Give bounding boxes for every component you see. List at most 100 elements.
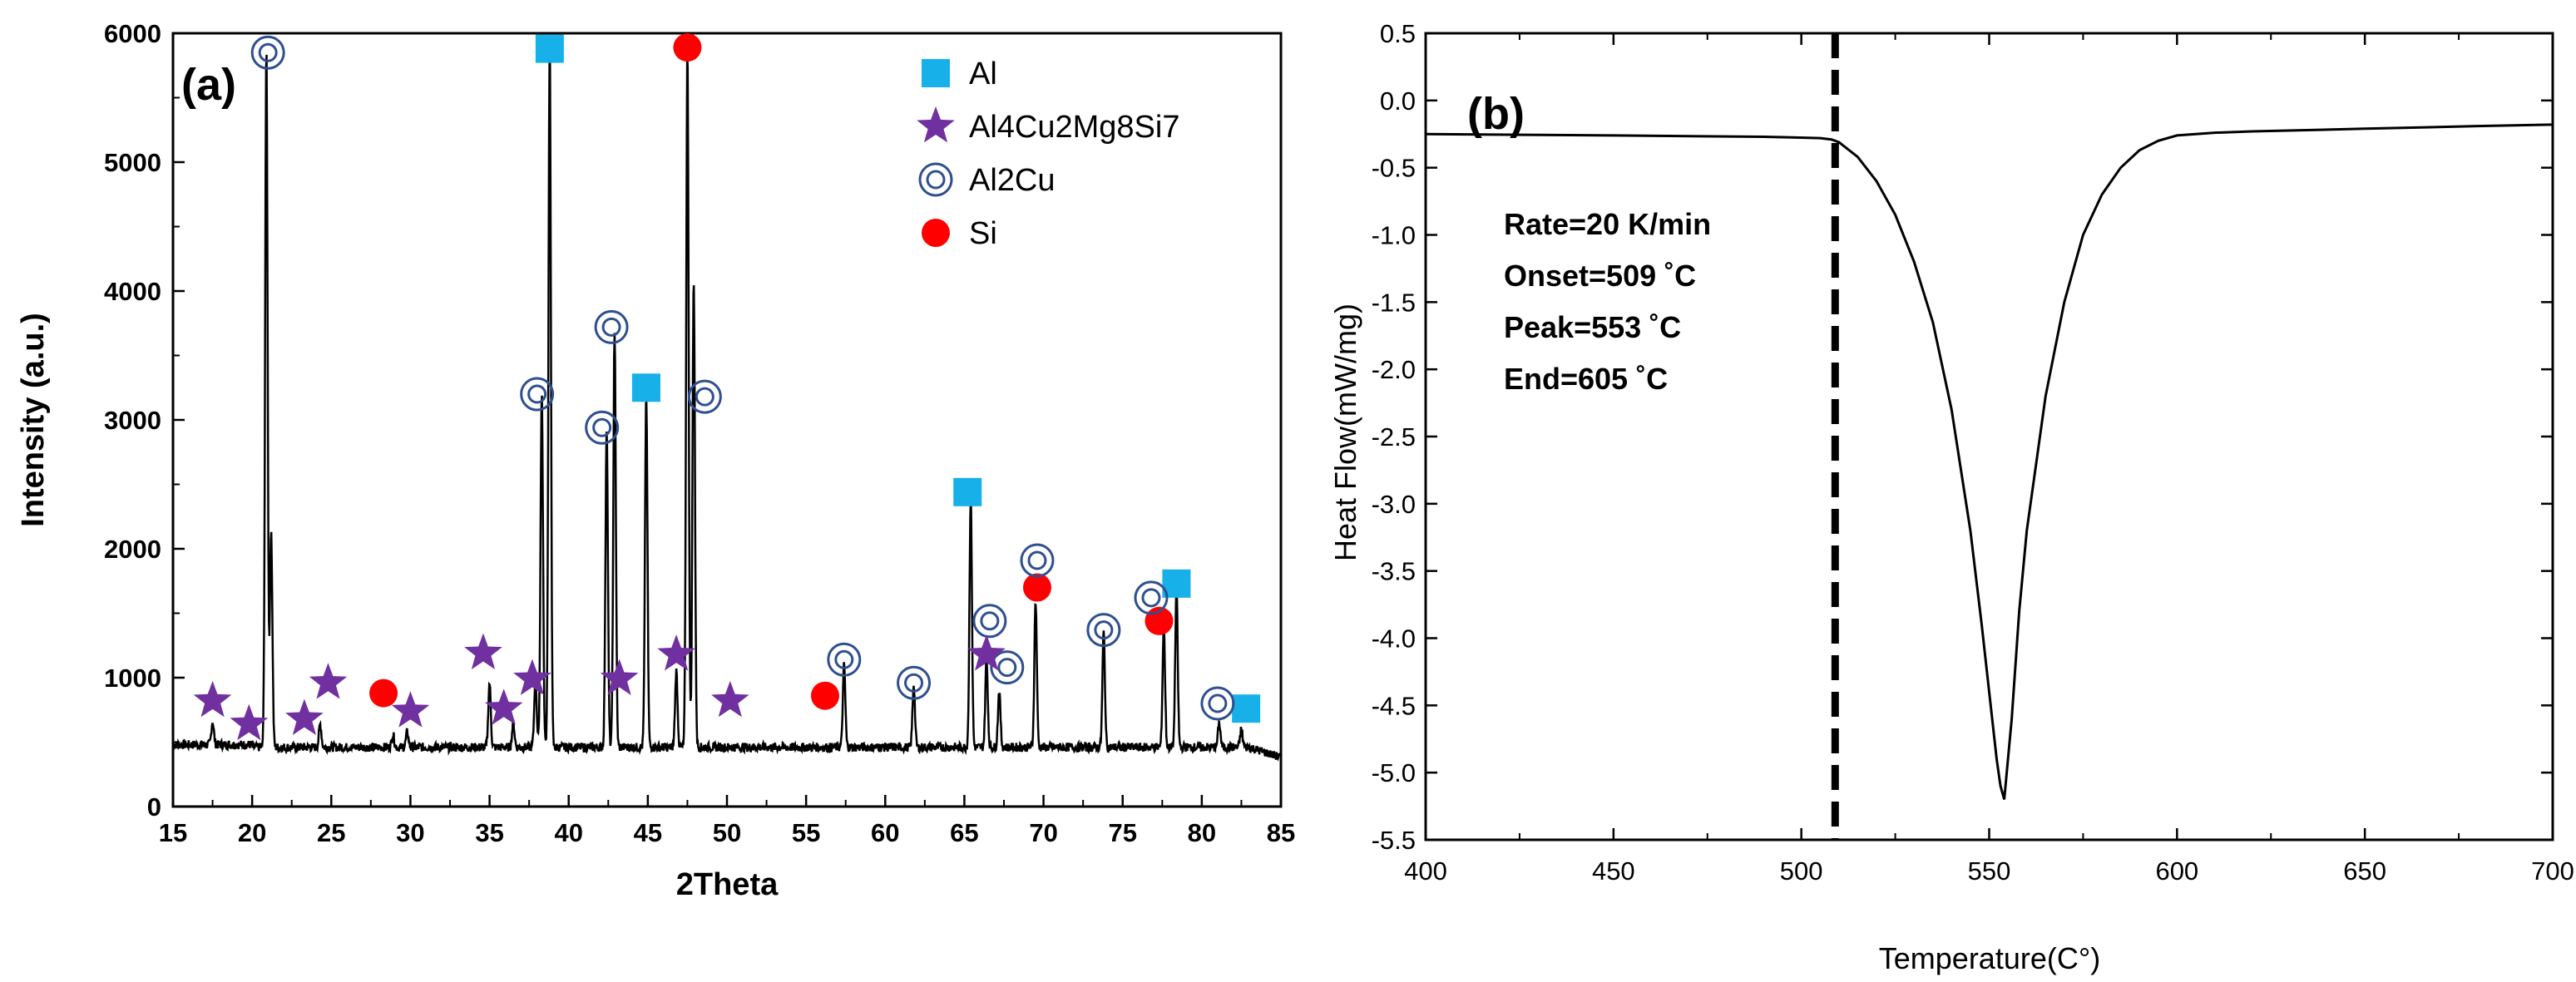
x-axis-a: 15 20 25 30 35 40 45 50 55 60 65 70 75 80 85: [159, 795, 1295, 847]
y-tick-label-b: 0.0: [1380, 86, 1416, 116]
al-marker: [1232, 694, 1261, 723]
al2cu-marker: [827, 642, 862, 677]
x-tick-label-b: 550: [1968, 856, 2011, 886]
al-marker: [922, 59, 950, 87]
al2cu-marker: [594, 309, 629, 344]
al4cu2mg8si7-marker: [391, 691, 430, 728]
y-tick-label-a: 6000: [104, 19, 161, 48]
heat-flow-line: [1425, 123, 2554, 800]
y-tick-label-b: -0.5: [1372, 154, 1416, 183]
al4cu2mg8si7-marker: [917, 106, 955, 143]
al4cu2mg8si7-marker: [230, 703, 269, 741]
plot-area-b: [1424, 32, 2554, 841]
y-tick-label-a: 1000: [104, 664, 161, 693]
dsc-annotation: Peak=553 ˚C: [1504, 310, 1681, 344]
x-tick-label-a: 80: [1188, 818, 1216, 847]
x-tick-label-a: 60: [871, 818, 899, 847]
al2cu-marker: [990, 650, 1025, 685]
legend-label-a: Al2Cu: [969, 163, 1056, 198]
y-tick-label-b: -4.5: [1372, 691, 1416, 720]
x-tick-label-a: 40: [554, 818, 582, 847]
si-marker: [922, 219, 950, 247]
legend-label-a: Si: [969, 216, 997, 251]
al2cu-marker: [1134, 580, 1169, 615]
x-tick-label-a: 35: [475, 818, 503, 847]
panel-label-b: (b): [1467, 89, 1525, 139]
panel-label-a: (a): [181, 60, 236, 110]
al-marker: [631, 373, 660, 402]
x-tick-label-b: 650: [2343, 856, 2386, 886]
al2cu-marker: [250, 35, 285, 70]
dsc-chart: 400 450 500 550 600 650 700 0.5 0.0 -0.5 -1.0 -1.5…: [1328, 19, 2574, 975]
y-tick-label-b: 0.5: [1380, 19, 1416, 48]
legend-label-a: Al4Cu2Mg8Si7: [969, 110, 1179, 145]
x-tick-label-a: 85: [1267, 818, 1295, 847]
al2cu-marker: [520, 377, 555, 412]
al4cu2mg8si7-marker: [513, 659, 551, 695]
x-tick-label-a: 50: [713, 818, 741, 847]
dsc-annotation: End=605 ˚C: [1504, 362, 1668, 396]
phase-markers: [193, 33, 1261, 741]
x-tick-label-b: 400: [1404, 856, 1447, 886]
x-tick-label-b: 700: [2531, 856, 2574, 886]
x-tick-label-a: 30: [396, 818, 424, 847]
y-tick-label-a: 0: [147, 792, 161, 822]
dsc-annotation: Onset=509 ˚C: [1504, 259, 1696, 293]
legend-a: Al Al4Cu2Mg8Si7 Al2Cu Si: [917, 57, 1179, 251]
al2cu-marker: [1200, 686, 1235, 721]
y-tick-label-b: -2.5: [1372, 422, 1416, 452]
si-marker: [673, 33, 702, 62]
x-axis-title-b: Temperature(C°): [1879, 941, 2100, 975]
al2cu-marker: [585, 410, 620, 445]
x-tick-label-a: 65: [950, 818, 978, 847]
al4cu2mg8si7-marker: [285, 698, 324, 735]
x-tick-label-a: 15: [159, 818, 187, 847]
x-tick-label-a: 70: [1029, 818, 1057, 847]
al4cu2mg8si7-marker: [711, 680, 749, 718]
x-axis-b: 400 450 500 550 600 650 700: [1404, 33, 2574, 886]
xrd-chart: 15 20 25 30 35 40 45 50 55 60 65 70 75 80 85 0 1000 2000…: [16, 19, 1295, 902]
al2cu-marker: [897, 665, 932, 700]
x-tick-label-a: 55: [792, 818, 820, 847]
y-tick-label-a: 3000: [104, 406, 161, 435]
al2cu-marker: [1020, 543, 1055, 578]
si-marker: [369, 679, 398, 708]
si-marker: [1022, 573, 1051, 602]
y-tick-label-a: 4000: [104, 277, 161, 306]
x-tick-label-b: 500: [1780, 856, 1823, 886]
al2cu-marker: [918, 162, 953, 197]
y-tick-label-b: -1.5: [1372, 288, 1416, 317]
x-tick-label-b: 600: [2155, 856, 2198, 886]
al4cu2mg8si7-marker: [657, 634, 695, 671]
al4cu2mg8si7-marker: [464, 633, 502, 669]
x-tick-label-a: 45: [634, 818, 662, 847]
y-tick-label-b: -5.0: [1372, 758, 1416, 787]
y-tick-label-b: -4.0: [1372, 624, 1416, 654]
y-axis-title-a: Intensity (a.u.): [16, 313, 51, 527]
xrd-pattern-line: [171, 52, 1283, 762]
y-axis-a: 0 1000 2000 3000 4000 5000 6000: [104, 19, 185, 822]
al-marker: [953, 477, 982, 506]
al2cu-marker: [687, 379, 722, 414]
x-tick-label-a: 75: [1108, 818, 1136, 847]
y-tick-label-a: 2000: [104, 535, 161, 564]
al2cu-marker: [972, 604, 1007, 639]
x-tick-label-a: 25: [317, 818, 345, 847]
y-tick-label-b: -3.0: [1372, 490, 1416, 519]
y-tick-label-b: -5.5: [1372, 826, 1416, 855]
al4cu2mg8si7-marker: [484, 688, 523, 725]
y-axis-b: 0.5 0.0 -0.5 -1.0 -1.5 -2.0 -2.5 -3.0 -3.5 -4.0 -4…: [1372, 19, 2553, 855]
y-tick-label-a: 5000: [104, 148, 161, 177]
y-tick-label-b: -2.0: [1372, 355, 1416, 384]
x-tick-label-a: 20: [238, 818, 266, 847]
y-axis-title-b: Heat Flow(mW/mg): [1328, 303, 1362, 561]
al-marker: [535, 34, 564, 63]
y-tick-label-b: -3.5: [1372, 557, 1416, 586]
x-axis-title-a: 2Theta: [676, 867, 779, 902]
al4cu2mg8si7-marker: [967, 634, 1006, 671]
al2cu-marker: [1086, 613, 1121, 648]
al4cu2mg8si7-marker: [600, 659, 639, 695]
x-tick-label-b: 450: [1592, 856, 1635, 886]
dsc-annotation: Rate=20 K/min: [1504, 207, 1711, 241]
